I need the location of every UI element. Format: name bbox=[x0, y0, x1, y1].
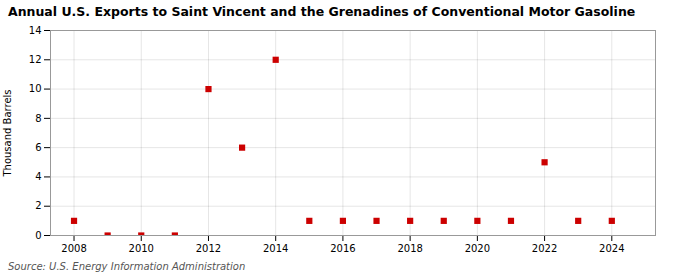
svg-text:2016: 2016 bbox=[330, 243, 355, 254]
svg-text:12: 12 bbox=[29, 54, 42, 65]
svg-text:6: 6 bbox=[35, 142, 41, 153]
svg-text:8: 8 bbox=[35, 113, 41, 124]
svg-text:2018: 2018 bbox=[397, 243, 422, 254]
svg-text:14: 14 bbox=[29, 25, 42, 36]
svg-text:2010: 2010 bbox=[129, 243, 154, 254]
html-text:Source: U.S. Energy Informatio: Source: U.S. Energy Information Administ… bbox=[8, 261, 246, 272]
svg-text:0: 0 bbox=[35, 230, 41, 241]
svg-text:2008: 2008 bbox=[61, 243, 86, 254]
svg-text:2024: 2024 bbox=[599, 243, 624, 254]
svg-text:Thousand Barrels: Thousand Barrels bbox=[2, 89, 13, 177]
html-text:Annual U.S. Exports to Saint V: Annual U.S. Exports to Saint Vincent and… bbox=[8, 4, 636, 19]
svg-text:4: 4 bbox=[35, 171, 41, 182]
svg-text:2022: 2022 bbox=[532, 243, 557, 254]
svg-text:2020: 2020 bbox=[465, 243, 490, 254]
svg-text:2: 2 bbox=[35, 200, 41, 211]
svg-text:2012: 2012 bbox=[196, 243, 221, 254]
svg-text:2014: 2014 bbox=[263, 243, 288, 254]
svg-text:10: 10 bbox=[29, 83, 42, 94]
